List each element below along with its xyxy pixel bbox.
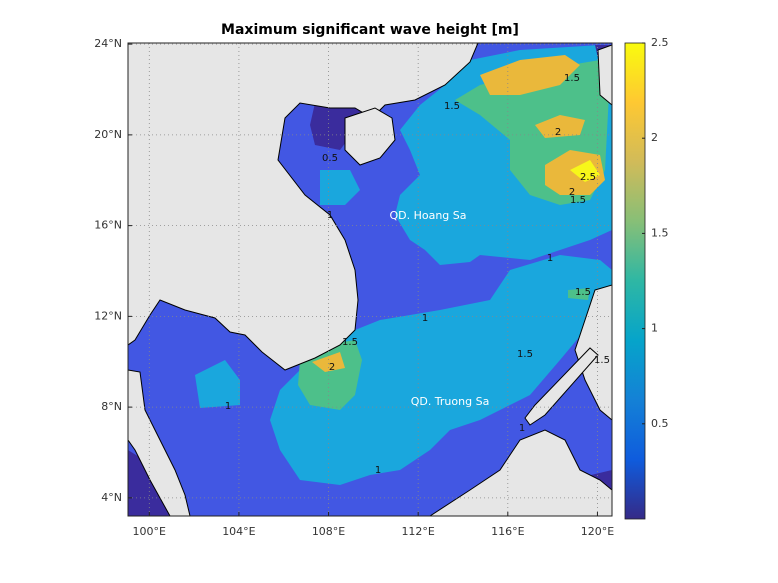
contour-label: 1.5	[594, 355, 610, 366]
contour-label: 1.5	[342, 337, 358, 348]
land	[429, 429, 612, 516]
land	[344, 107, 396, 166]
contour-label: 1	[519, 423, 525, 434]
y-tick-label: 24°N	[94, 37, 122, 50]
contour-label: 1	[422, 313, 428, 324]
x-tick-label: 112°E	[401, 525, 434, 538]
contour-label: 1.5	[444, 101, 460, 112]
contour-label: 1.5	[564, 73, 580, 84]
contour-label: 0.5	[322, 153, 338, 164]
x-tick-label: 100°E	[133, 525, 166, 538]
colorbar-tick-label: 1	[651, 322, 658, 335]
place-label: QD. Hoang Sa	[389, 209, 466, 222]
land	[128, 43, 479, 371]
contour-label: 1	[375, 465, 381, 476]
contour-band	[270, 255, 612, 485]
colorbar-tick-label: 1.5	[651, 226, 669, 239]
y-tick-label: 8°N	[101, 400, 122, 413]
contour-label: 1	[327, 210, 333, 221]
colorbar-tick-label: 2	[651, 131, 658, 144]
contour-label: 1.5	[575, 287, 591, 298]
y-tick-label: 12°N	[94, 309, 122, 322]
y-tick-label: 4°N	[101, 491, 122, 504]
x-tick-label: 120°E	[581, 525, 614, 538]
contour-band	[195, 360, 240, 408]
contour-band	[320, 170, 360, 205]
colorbar	[624, 42, 646, 520]
contour-label: 1	[225, 401, 231, 412]
contour-band	[535, 115, 585, 138]
contour-label: 2	[569, 187, 575, 198]
plot-frame	[127, 42, 613, 517]
contour-label: 2	[329, 362, 335, 373]
land	[128, 369, 191, 516]
y-tick-label: 20°N	[94, 128, 122, 141]
contour-band	[480, 55, 580, 95]
chart-title: Maximum significant wave height [m]	[221, 22, 519, 38]
contour-band	[570, 160, 600, 182]
overlay: 100°E 104°E 108°E 112°E 116°E 120°E 4°N 8°N 12°N…	[94, 36, 668, 538]
x-tick-label: 104°E	[222, 525, 255, 538]
colorbar-tick-label: 2.5	[651, 36, 669, 49]
land	[597, 44, 612, 106]
place-label: QD. Truong Sa	[411, 395, 490, 408]
x-tick-label: 116°E	[491, 525, 524, 538]
contour-label: 2	[555, 127, 561, 138]
contour-label: 1	[547, 253, 553, 264]
contour-label: 2.5	[580, 172, 596, 183]
land	[524, 347, 599, 426]
contour-band	[568, 288, 590, 300]
contour-label: 1.5	[517, 349, 533, 360]
contour-label: 1.5	[570, 195, 586, 206]
y-tick-label: 16°N	[94, 219, 122, 232]
contour-band	[312, 352, 345, 372]
colorbar-tick-label: 0.5	[651, 417, 669, 430]
map-area	[128, 43, 612, 516]
contour-band	[310, 98, 370, 150]
x-tick-label: 108°E	[312, 525, 345, 538]
